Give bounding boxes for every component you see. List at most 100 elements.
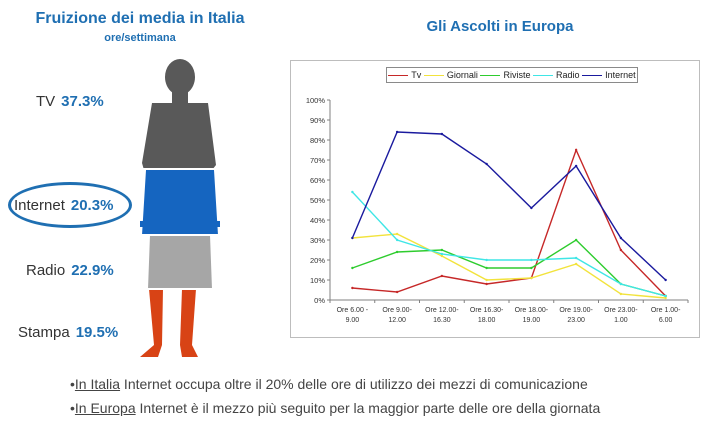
stat-stampa-value: 19.5%: [75, 324, 119, 341]
data-point-internet: [619, 236, 623, 240]
x-tick-label: 12.00: [388, 317, 406, 324]
data-point-internet: [574, 164, 578, 168]
data-point-giornali: [485, 278, 488, 282]
data-point-tv: [395, 290, 399, 294]
x-tick-label: 23.00: [567, 317, 585, 324]
data-point-riviste: [574, 238, 578, 242]
series-line-internet: [351, 131, 667, 281]
silhouette-tv-band: [140, 59, 220, 169]
stat-internet-value: 20.3%: [70, 197, 114, 214]
stat-radio: Radio 22.9%: [26, 262, 114, 279]
data-point-internet: [440, 132, 444, 136]
data-point-internet: [530, 206, 533, 210]
data-point-radio: [619, 282, 623, 286]
data-point-giornali: [619, 292, 623, 296]
stat-tv-label: TV: [36, 93, 56, 110]
x-tick-label: 9.00: [346, 317, 360, 324]
x-tick-label: 16.30: [433, 317, 451, 324]
data-point-giornali: [395, 232, 399, 236]
y-tick-label: 30%: [310, 236, 325, 245]
y-tick-label: 90%: [310, 116, 325, 125]
data-point-tv: [485, 282, 488, 286]
y-tick-label: 40%: [310, 216, 325, 225]
x-tick-label: 1.00: [614, 317, 628, 324]
legend-label: Radio: [556, 70, 580, 80]
internet-highlight-oval: [8, 182, 132, 228]
data-point-internet: [395, 130, 399, 134]
chart-legend: Tv Giornali Riviste Radio Internet: [386, 67, 638, 83]
y-tick-label: 50%: [310, 196, 325, 205]
silhouette-internet-band: [140, 169, 220, 235]
data-point-riviste: [351, 266, 354, 270]
legend-item-giornali: Giornali: [423, 70, 478, 80]
y-tick-label: 10%: [310, 276, 325, 285]
woman-silhouette: [120, 59, 240, 357]
x-tick-label: Ore 16.30-: [470, 307, 504, 314]
left-subtitle: ore/settimana: [104, 32, 176, 44]
stat-internet: Internet 20.3%: [14, 197, 113, 214]
stat-internet-label: Internet: [14, 197, 65, 214]
series-line-riviste: [352, 239, 666, 297]
data-point-internet: [351, 236, 354, 240]
x-tick-label: Ore 19.00-: [559, 307, 593, 314]
data-point-radio: [395, 238, 399, 242]
x-tick-label: 19.00: [523, 317, 541, 324]
silhouette-stampa-band: [140, 289, 220, 357]
data-point-giornali: [574, 262, 578, 266]
x-tick-label: Ore 6.00 -: [337, 307, 369, 314]
data-point-radio: [351, 190, 354, 194]
note-italia: •In Italia Internet occupa oltre il 20% …: [70, 372, 600, 396]
legend-label: Tv: [411, 70, 422, 80]
y-tick-label: 0%: [314, 296, 325, 305]
data-point-giornali: [664, 296, 667, 300]
note-bullet: •: [70, 400, 75, 416]
x-tick-label: Ore 1.00-: [651, 307, 681, 314]
note-europa-link[interactable]: In Europa: [74, 400, 136, 416]
stat-radio-label: Radio: [26, 262, 66, 279]
data-point-radio: [440, 252, 444, 256]
silhouette-radio-band: [140, 235, 220, 289]
data-point-giornali: [440, 254, 444, 258]
legend-item-internet: Internet: [582, 70, 636, 80]
y-tick-label: 100%: [306, 96, 326, 105]
stat-tv: TV 37.3%: [36, 93, 104, 110]
legend-item-riviste: Riviste: [480, 70, 530, 80]
legend-swatch: [388, 74, 409, 76]
legend-label: Giornali: [446, 70, 478, 80]
x-tick-label: Ore 23.00-: [604, 307, 638, 314]
left-title: Fruizione dei media in Italia: [35, 10, 245, 27]
stat-tv-value: 37.3%: [61, 93, 104, 110]
y-tick-label: 20%: [310, 256, 325, 265]
series-line-tv: [352, 148, 667, 297]
legend-label: Internet: [605, 70, 636, 80]
data-point-internet: [485, 162, 488, 166]
x-tick-label: 18.00: [478, 317, 496, 324]
note-europa-text: Internet è il mezzo più seguito per la m…: [135, 400, 601, 416]
x-tick-label: Ore 9.00-: [382, 307, 412, 314]
legend-item-tv: Tv: [388, 70, 421, 80]
data-point-riviste: [530, 266, 533, 270]
legend-item-radio: Radio: [533, 70, 580, 80]
data-point-radio: [664, 294, 667, 298]
stat-stampa-label: Stampa: [18, 324, 70, 341]
legend-swatch: [480, 74, 501, 76]
stat-radio-value: 22.9%: [71, 262, 114, 279]
data-point-radio: [485, 258, 488, 262]
legend-swatch: [423, 74, 444, 76]
data-point-tv: [351, 286, 354, 290]
data-point-riviste: [395, 250, 399, 254]
notes: • In Italia Internet occupa oltre il 20% …: [70, 372, 600, 420]
y-tick-label: 80%: [310, 136, 325, 145]
data-point-radio: [574, 256, 578, 260]
line-chart: 0% 10% 20% 30% 40% 50% 60% 70% 80% 90% 100% Ore 6.0…: [306, 96, 689, 324]
data-point-internet: [664, 278, 667, 282]
note-italia-link[interactable]: In Italia: [74, 376, 121, 392]
stat-stampa: Stampa 19.5%: [18, 324, 118, 341]
x-tick-label: Ore 12.00-: [425, 307, 459, 314]
data-point-giornali: [530, 276, 533, 280]
data-point-tv: [574, 148, 578, 152]
series-line-giornali: [352, 233, 666, 299]
note-italia-text: Internet occupa oltre il 20% delle ore d…: [120, 376, 588, 392]
data-point-tv: [440, 274, 444, 278]
chart-title: Gli Ascolti in Europa: [426, 18, 574, 35]
